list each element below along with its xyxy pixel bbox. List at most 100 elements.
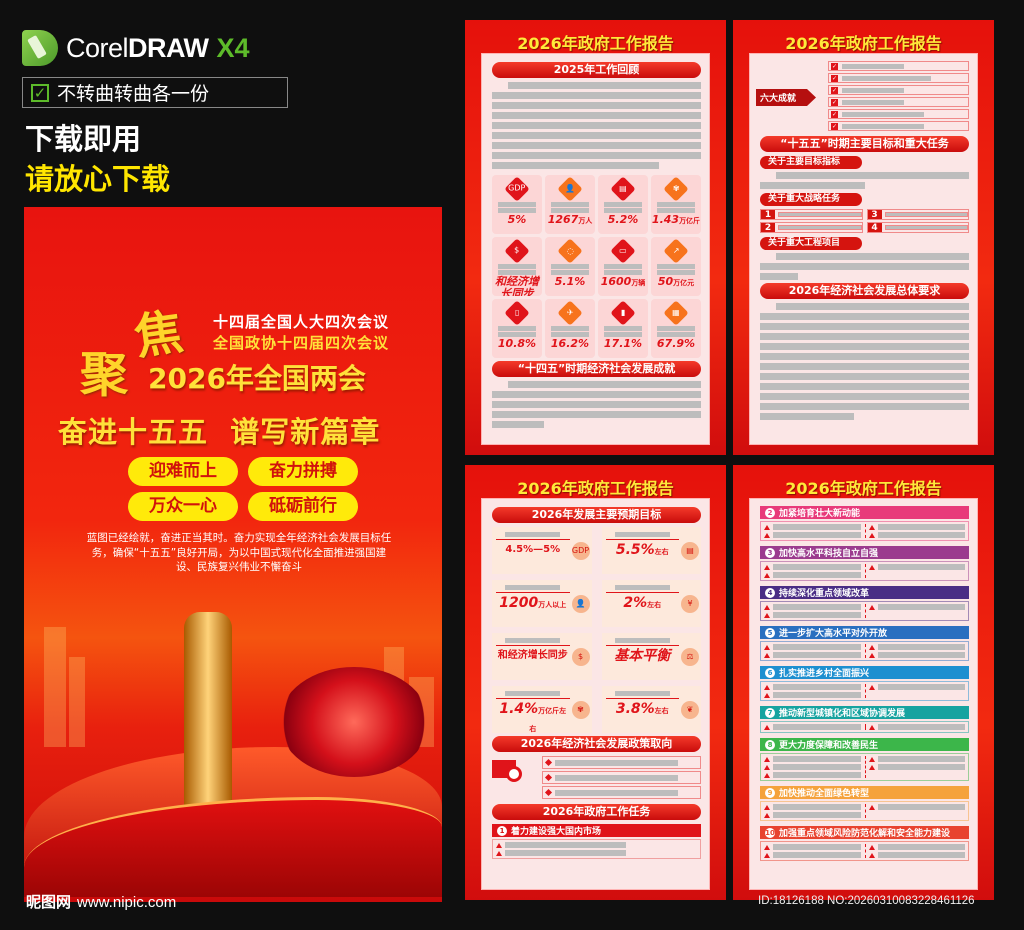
triangle-bullet-icon [764,524,770,530]
stat-card: ▮ 17.1% [598,299,648,358]
placeholder-text-line [778,225,862,230]
stat-number: 基本平衡 [614,648,671,664]
target-card: 4.5%—5% GDP [492,527,592,574]
placeholder-text-line [614,638,670,643]
scale-icon: ⚖ [681,648,699,666]
triangle-bullet-icon [764,756,770,762]
checkbox-icon: ✓ [831,74,838,82]
achievements-block: 六大成就 ✓ ✓ ✓ ✓ ✓ ✓ [756,61,969,133]
report-panel-goals: 2026年政府工作报告 六大成就 ✓ ✓ ✓ ✓ ✓ ✓ “十五五”时期主要目标和重大任务 关于主… [733,20,994,455]
placeholder-text-line [773,756,861,762]
gdp-icon: GDP [504,176,530,202]
stat-number: 10.8% [497,337,537,350]
placeholder-text-line [760,353,969,360]
task-number: 8 [765,739,775,750]
task-header: 8 更大力度保障和改善民生 [760,738,969,751]
task-title: 推动新型城镇化和区域协调发展 [779,709,906,719]
placeholder-text-line [877,524,965,530]
stat-unit: 左右 [654,707,669,715]
placeholder-text-line [492,391,701,398]
stat-unit: 万亿斤左右 [529,707,567,733]
stat-value: 5.1% [545,276,595,288]
placeholder-text-line [551,264,589,269]
calligraphy-ju: 聚 [80,347,129,403]
stat-number: 3.8% [615,701,655,717]
stat-unit: 万亿斤 [679,217,701,225]
placeholder-text-line [760,343,969,350]
placeholder-text-line [773,852,861,858]
checkbox-icon: ✓ [831,110,838,118]
bullet-row [868,644,965,650]
bullet-row [764,756,861,762]
stat-number: 和经济增长同步 [497,650,568,661]
task-column [864,564,965,578]
placeholder-text-line [773,724,861,730]
placeholder-text-line [498,270,536,275]
placeholder-text-line [498,202,536,207]
placeholder-text-line [877,644,965,650]
task-title: 加强重点领域风险防范化解和安全能力建设 [779,829,951,839]
bullet-row [764,692,861,698]
person-icon: 👤 [557,176,583,202]
placeholder-text-line [773,652,861,658]
stat-value: 10.8% [492,338,542,350]
task-column [864,756,965,778]
bullet-row [868,756,965,762]
subsection-pill: 关于重大战略任务 [760,193,862,206]
task-number: 9 [765,787,775,798]
placeholder-text-line [760,333,969,340]
bullet-row [496,842,697,848]
placeholder-text-line [877,652,965,658]
placeholder-text-line [614,532,670,537]
logo-text-bold: DRAW [128,32,209,63]
task-column [864,644,965,658]
stat-card: $ 和经济增长同步 [492,237,542,296]
placeholder-text-line [492,421,545,428]
task-title: 着力建设强大国内市场 [511,827,602,837]
checkmark-icon: ✓ [31,83,49,102]
bullet-row [764,564,861,570]
bullet-row [764,532,861,538]
triangle-bullet-icon [764,812,770,818]
diamond-bullet-icon [544,773,553,782]
diamond-bullet-icon [544,788,553,797]
bullet-row [764,572,861,578]
target-card: 1200万人以上 👤 [492,580,592,627]
triangle-bullet-icon [764,644,770,650]
bullet-row [868,532,965,538]
task-column [864,604,965,618]
placeholder-text-line [773,812,861,818]
target-card: 基本平衡 ⚖ [601,633,701,680]
slogan-pill: 砥砺前行 [248,492,358,521]
placeholder-text-line [498,208,536,213]
triangle-bullet-icon [868,564,875,570]
placeholder-text-line [773,572,861,578]
task-number: 6 [765,667,775,678]
coreldraw-icon [22,30,58,66]
money-bag-icon: $ [504,238,530,264]
stat-unit: 万人以上 [538,601,567,609]
stat-number: 50 [657,275,674,288]
bullet-row [764,844,861,850]
target-card: 和经济增长同步 $ [492,633,592,680]
divider-line [496,539,570,540]
achievement-row: ✓ [828,109,969,119]
placeholder-text-line [773,532,861,538]
placeholder-text-line [776,253,969,260]
stat-number: 5.1% [554,275,586,288]
task-box [760,601,969,621]
stat-number: 1200 [499,595,539,611]
task-box [760,721,969,733]
report-panel-targets: 2026年政府工作报告 2026年发展主要预期目标 4.5%—5% GDP 5.5%左右… [465,465,726,900]
stat-value: 和经济增长同步 [492,276,542,297]
placeholder-text-line [776,303,969,310]
placeholder-text-line [877,764,965,770]
stat-number: 16.2% [550,337,590,350]
stat-unit: 左右 [654,548,669,556]
placeholder-text-line [551,202,589,207]
bullet-row [868,804,965,810]
placeholder-text-line [498,332,536,337]
section-header: “十五五”时期主要目标和重大任务 [760,136,969,152]
task-box [760,521,969,541]
task-header: 1 着力建设强大国内市场 [492,824,701,837]
